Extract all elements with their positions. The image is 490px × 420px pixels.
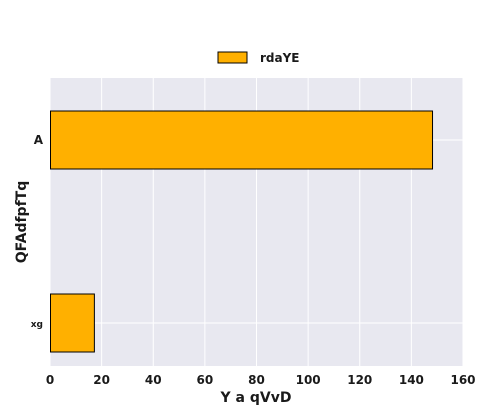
legend-entry: rdaYE — [260, 51, 300, 65]
bar — [50, 110, 434, 170]
y-category-label: A — [34, 133, 44, 147]
legend: rdaYE — [217, 51, 300, 65]
x-tick-label: 60 — [197, 373, 214, 387]
x-axis-label: Y a qVvD — [220, 390, 292, 406]
y-axis-label: QFAdfpfTq — [14, 181, 30, 264]
bars — [50, 110, 434, 353]
y-category-label: xg — [31, 320, 43, 330]
x-tick-label: 160 — [450, 373, 475, 387]
x-tick-label: 100 — [296, 373, 321, 387]
x-tick-label: 0 — [46, 373, 54, 387]
x-tick-labels: 0 20 40 60 80 100 120 140 160 — [46, 373, 476, 387]
y-category-labels: Axg — [31, 133, 44, 330]
x-tick-label: 140 — [399, 373, 424, 387]
x-tick-label: 80 — [248, 373, 265, 387]
bar — [50, 293, 95, 353]
legend-swatch — [217, 51, 248, 64]
x-tick-label: 40 — [145, 373, 162, 387]
x-tick-label: 20 — [93, 373, 110, 387]
x-tick-label: 120 — [347, 373, 372, 387]
